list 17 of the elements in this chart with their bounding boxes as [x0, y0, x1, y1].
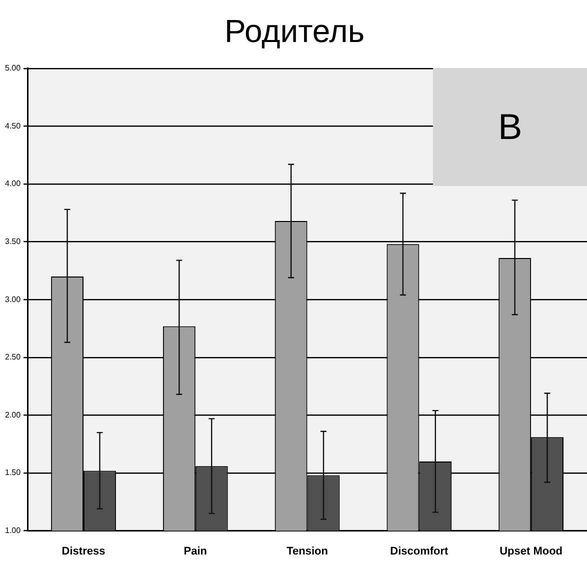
y-tick-label: 1.00 — [4, 526, 22, 536]
y-tick-label: 2.00 — [4, 410, 22, 420]
x-tick-label: Discomfort — [390, 545, 449, 558]
y-tick-label: 3.50 — [4, 237, 22, 246]
x-tick-label: Pain — [184, 545, 208, 558]
y-tick-label: 1.50 — [4, 468, 22, 478]
y-tick-label: 2.50 — [4, 352, 22, 362]
y-tick-label: 4.00 — [4, 179, 22, 188]
y-tick-label: 5.00 — [4, 64, 22, 73]
label-box: B — [433, 68, 587, 186]
x-tick-label: Distress — [62, 545, 106, 558]
chart-title: Родитель — [224, 13, 364, 50]
x-tick-label: Upset Mood — [500, 545, 563, 558]
y-tick-label: 3.00 — [4, 294, 22, 304]
y-tick-label: 4.50 — [4, 121, 22, 130]
annotation: B — [498, 106, 522, 148]
x-tick-label: Tension — [286, 545, 328, 558]
